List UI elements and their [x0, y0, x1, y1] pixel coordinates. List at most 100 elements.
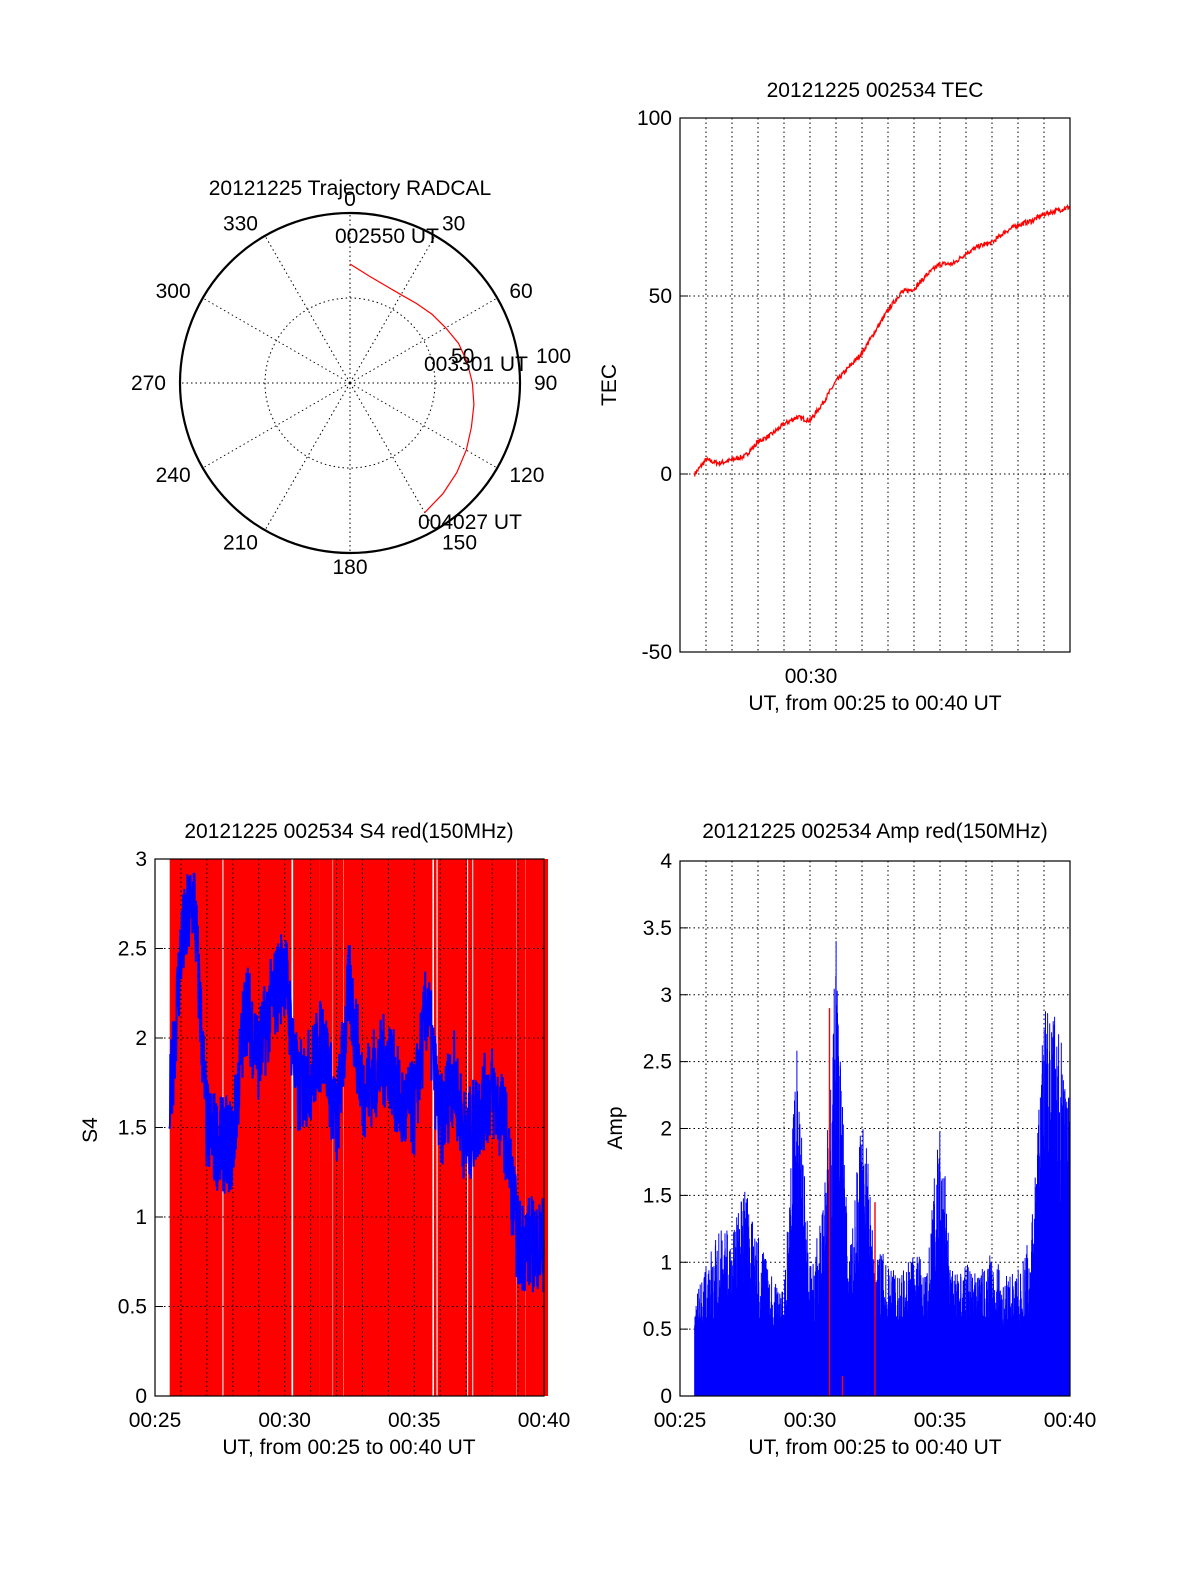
amp-ytick-label: 3.5 — [643, 917, 672, 940]
amp-red-bars — [828, 1008, 876, 1396]
s4-red-bar — [510, 859, 517, 1396]
amp-chart: 20121225 002534 Amp red(150MHz) 0 0.5 1 1.5… — [604, 820, 1096, 1459]
polar-chart: 20121225 Trajectory RADCAL 0 30 60 90 120 150… — [131, 177, 571, 579]
s4-ytick-label: 0.5 — [118, 1296, 147, 1319]
tec-series-line — [694, 203, 1071, 477]
polar-grid — [178, 211, 522, 555]
s4-red-bar — [300, 859, 304, 1396]
s4-red-bar — [250, 859, 256, 1396]
tec-y-ticks: 100 50 0 -50 — [637, 107, 688, 664]
amp-ytick-label: 1.5 — [643, 1184, 672, 1207]
amp-ytick-label: 2.5 — [643, 1051, 672, 1074]
polar-azimuth-label: 120 — [509, 464, 544, 487]
s4-red-bar — [322, 859, 325, 1396]
s4-red-bar — [418, 859, 421, 1396]
s4-red-bar — [251, 859, 253, 1396]
polar-title: 20121225 Trajectory RADCAL — [209, 177, 492, 200]
s4-red-bar — [542, 859, 549, 1396]
polar-azimuth-label: 150 — [442, 531, 477, 554]
polar-annotation-end: 004027 UT — [418, 511, 522, 534]
s4-red-bar — [452, 859, 456, 1396]
s4-series-line — [168, 872, 545, 1293]
polar-azimuth-label: 30 — [442, 213, 465, 236]
amp-ytick-label: 1 — [660, 1251, 672, 1274]
polar-azimuth-label: 90 — [534, 372, 557, 395]
amp-blue-bars — [694, 941, 1071, 1396]
s4-ytick-label: 1.5 — [118, 1117, 147, 1140]
s4-ylabel: S4 — [79, 1117, 102, 1143]
s4-title: 20121225 002534 S4 red(150MHz) — [184, 820, 513, 843]
polar-azimuth-label: 270 — [131, 372, 166, 395]
tec-plot-frame — [679, 117, 1071, 653]
s4-red-bar — [359, 859, 362, 1396]
amp-xtick-label: 00:40 — [1044, 1409, 1097, 1432]
amp-xlabel: UT, from 00:25 to 00:40 UT — [748, 1436, 1001, 1459]
s4-ytick-label: 3 — [135, 848, 147, 871]
s4-ytick-label: 2.5 — [118, 938, 147, 961]
s4-xtick-label: 00:25 — [129, 1409, 182, 1432]
s4-red-bar — [448, 859, 451, 1396]
amp-ytick-label: 4 — [660, 850, 672, 873]
polar-outer-ring — [178, 211, 522, 555]
s4-ytick-label: 1 — [135, 1206, 147, 1229]
polar-annotation-start: 002550 UT — [335, 225, 439, 248]
s4-ytick-label: 0 — [135, 1385, 147, 1408]
s4-xtick-label: 00:40 — [518, 1409, 571, 1432]
s4-red-bar — [537, 859, 542, 1396]
s4-red-bar — [341, 859, 344, 1396]
s4-red-bar — [282, 859, 285, 1396]
tec-chart: 20121225 002534 TEC 100 50 0 -50 00:30 UT, … — [598, 79, 1071, 715]
polar-spoke — [349, 382, 436, 531]
amp-xtick-label: 00:35 — [914, 1409, 967, 1432]
s4-red-bar — [430, 859, 432, 1396]
s4-red-bar — [192, 859, 196, 1396]
polar-azimuth-label: 210 — [223, 531, 258, 554]
polar-spoke — [264, 382, 351, 531]
amp-ytick-label: 0 — [660, 1385, 672, 1408]
s4-xlabel: UT, from 00:25 to 00:40 UT — [222, 1436, 475, 1459]
polar-annotation-mid: 003301 UT — [424, 353, 528, 376]
tec-ytick-label: 100 — [637, 107, 672, 130]
tec-xtick-label: 00:30 — [785, 665, 838, 688]
s4-red-bar — [423, 859, 427, 1396]
amp-ytick-label: 3 — [660, 984, 672, 1007]
tec-title: 20121225 002534 TEC — [767, 79, 984, 102]
polar-azimuth-labels: 0 30 60 90 120 150 180 210 240 270 300 330 — [131, 188, 557, 579]
s4-ytick-label: 2 — [135, 1027, 147, 1050]
tec-ytick-label: -50 — [642, 641, 672, 664]
polar-spoke — [349, 382, 498, 469]
s4-x-ticks: 00:25 00:30 00:35 00:40 — [129, 1409, 571, 1432]
polar-ring-label: 50 — [451, 345, 474, 368]
s4-red-bar — [314, 859, 316, 1396]
s4-red-bar — [259, 859, 263, 1396]
s4-red-bar — [309, 859, 313, 1396]
tec-ytick-label: 0 — [660, 463, 672, 486]
polar-spoke — [202, 297, 351, 384]
polar-spoke — [264, 235, 351, 384]
s4-red-bar — [529, 859, 532, 1396]
s4-red-bar — [288, 859, 292, 1396]
s4-red-bar — [532, 859, 534, 1396]
amp-xtick-label: 00:30 — [784, 1409, 837, 1432]
polar-azimuth-label: 0 — [344, 188, 356, 211]
amp-x-ticks: 00:25 00:30 00:35 00:40 — [654, 1409, 1097, 1432]
s4-red-bar — [534, 859, 538, 1396]
tec-ytick-label: 50 — [649, 285, 672, 308]
amp-xtick-label: 00:25 — [654, 1409, 707, 1432]
s4-red-bar — [522, 859, 525, 1396]
s4-xtick-label: 00:35 — [388, 1409, 441, 1432]
polar-azimuth-label: 330 — [223, 213, 258, 236]
polar-azimuth-label: 180 — [332, 556, 367, 579]
polar-azimuth-label: 240 — [156, 464, 191, 487]
s4-red-bar — [322, 859, 327, 1396]
polar-azimuth-label: 60 — [509, 280, 532, 303]
s4-red-bar — [241, 859, 247, 1396]
polar-ring-labels: 50 100 — [451, 345, 571, 368]
polar-spoke — [349, 235, 436, 384]
tec-grid — [680, 118, 1070, 652]
tec-xlabel: UT, from 00:25 to 00:40 UT — [748, 692, 1001, 715]
polar-spoke — [202, 382, 351, 469]
polar-ring-label: 100 — [536, 345, 571, 368]
polar-spoke — [349, 297, 498, 384]
